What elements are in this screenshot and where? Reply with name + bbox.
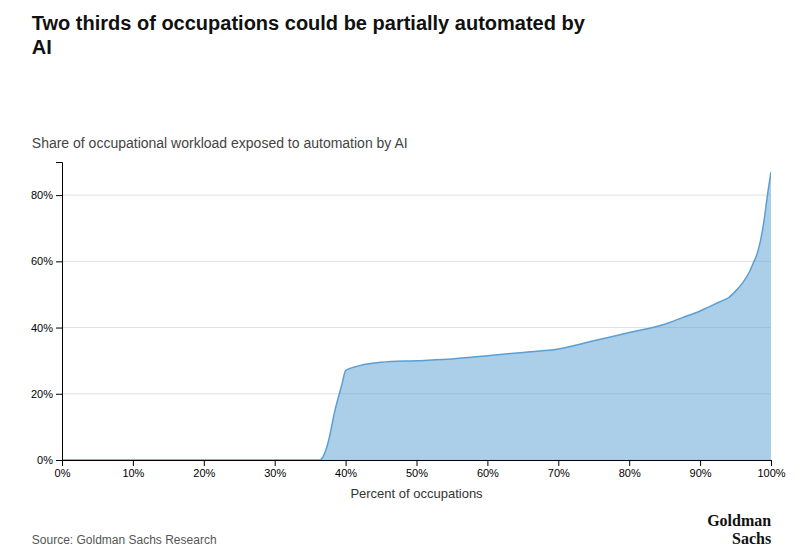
x-tick: 100% xyxy=(757,460,785,479)
y-tick-label: 60% xyxy=(31,255,53,267)
grid-line xyxy=(62,195,771,196)
x-tick-label: 60% xyxy=(477,467,499,479)
x-axis: 0% 10% 20% 30% 40% 50% 60% 70% 80% 90% 100% xyxy=(55,460,786,479)
source: Source: Goldman Sachs Research xyxy=(32,533,217,547)
x-tick-mark xyxy=(487,460,488,466)
subtitle: Share of occupational workload exposed t… xyxy=(32,135,408,151)
x-tick-label: 100% xyxy=(757,467,785,479)
x-tick: 0% xyxy=(55,460,71,479)
x-tick-mark xyxy=(275,460,276,466)
x-tick-label: 90% xyxy=(690,467,712,479)
area-fill xyxy=(62,172,771,460)
x-tick-mark xyxy=(417,460,418,466)
grid-line xyxy=(62,261,771,262)
y-tick: 40% xyxy=(31,322,62,334)
y-tick-label: 80% xyxy=(31,189,53,201)
x-tick: 90% xyxy=(690,460,712,479)
x-tick: 50% xyxy=(406,460,428,479)
chart-container: 0% 10% 20% 30% 40% 50% 60% 70% 80% 90% 100% 0% 20% 40… xyxy=(0,0,795,558)
y-tick: 20% xyxy=(31,388,62,400)
x-tick-label: 10% xyxy=(122,467,144,479)
y-tick: 80% xyxy=(31,189,62,201)
y-axis: 0% 20% 40% 60% 80% xyxy=(31,163,63,467)
x-tick-label: 20% xyxy=(193,467,215,479)
x-tick: 40% xyxy=(335,460,357,479)
x-tick-label: 0% xyxy=(55,467,71,479)
x-axis-line xyxy=(63,461,772,467)
x-tick: 80% xyxy=(619,460,641,479)
x-tick: 20% xyxy=(193,460,215,479)
x-tick-label: 80% xyxy=(619,467,641,479)
y-tick-mark xyxy=(56,261,62,262)
x-tick-label: 30% xyxy=(264,467,286,479)
y-tick-label: 0% xyxy=(37,454,53,466)
x-tick-label: 50% xyxy=(406,467,428,479)
chart-svg: 0% 10% 20% 30% 40% 50% 60% 70% 80% 90% 100% 0% 20% 40… xyxy=(0,0,795,558)
x-tick-mark xyxy=(133,460,134,466)
x-tick-mark xyxy=(771,460,772,466)
x-tick-label: 40% xyxy=(335,467,357,479)
annotation: GoldmanSachs xyxy=(707,512,771,547)
y-axis-line xyxy=(56,163,63,461)
x-tick-mark xyxy=(700,460,701,466)
y-tick-mark xyxy=(56,394,62,395)
x-axis-title: Percent of occupations xyxy=(350,486,483,501)
y-tick-mark xyxy=(56,195,62,196)
x-tick-mark xyxy=(204,460,205,466)
y-tick-label: 20% xyxy=(31,388,53,400)
x-tick: 60% xyxy=(477,460,499,479)
x-tick-mark xyxy=(558,460,559,466)
x-tick: 30% xyxy=(264,460,286,479)
title: Two thirds of occupations could be parti… xyxy=(32,12,586,58)
x-tick-label: 70% xyxy=(548,467,570,479)
y-tick-label: 40% xyxy=(31,322,53,334)
plot-area xyxy=(62,172,771,460)
x-tick: 70% xyxy=(548,460,570,479)
x-tick-mark xyxy=(346,460,347,466)
y-tick: 60% xyxy=(31,255,62,267)
x-tick: 10% xyxy=(122,460,144,479)
y-tick-mark xyxy=(56,460,62,461)
y-tick: 0% xyxy=(37,454,62,466)
x-tick-mark xyxy=(629,460,630,466)
y-tick-mark xyxy=(56,328,62,329)
area-line xyxy=(62,172,771,460)
